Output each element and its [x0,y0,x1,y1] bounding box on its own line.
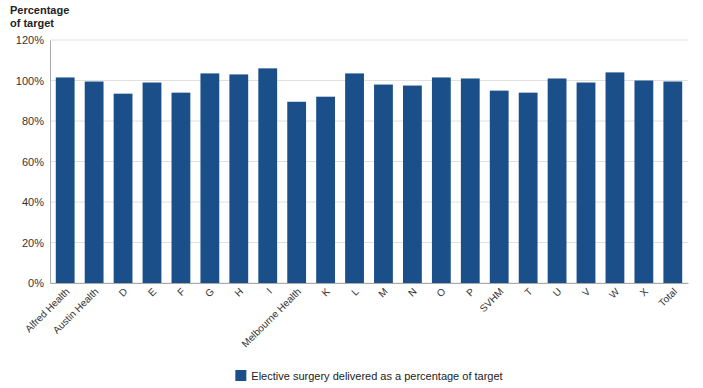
x-tick-label: M [376,286,390,300]
x-tick-label: Total [656,286,679,309]
bar [316,97,335,283]
x-tick: I [264,283,274,296]
y-tick-label: 120% [16,34,44,46]
x-tick: Melbourne Health [239,283,303,349]
x-tick-label: L [349,286,361,298]
bar [56,77,75,283]
x-tick: SVHM [477,283,505,314]
y-tick: 80% [22,115,50,127]
x-tick-label: D [117,286,130,299]
bar [663,82,682,283]
x-tick-label: U [551,286,564,299]
bar [432,77,451,283]
bar [577,83,596,283]
y-tick-label: 40% [22,196,44,208]
bar [287,102,306,283]
bar [345,73,364,283]
y-axis-title: Percentageof target [10,4,69,29]
y-tick: 0% [28,277,50,289]
chart: 0%20%40%60%80%100%120%Alfred HealthAusti… [0,0,703,388]
x-axis-line [51,283,689,284]
x-tick-label: O [434,286,447,299]
bar [403,86,422,283]
x-tick-label: SVHM [477,286,505,314]
x-axis: Alfred HealthAustin HealthDEFGHIMelbourn… [23,283,689,349]
x-tick: O [434,283,447,299]
bar [229,74,248,283]
bar [200,73,219,283]
bar [634,81,653,284]
legend-label: Elective surgery delivered as a percenta… [251,370,502,382]
x-tick: K [319,283,332,298]
x-tick-label: W [607,285,622,300]
grid [50,40,688,283]
bar [374,85,393,283]
x-tick: M [376,283,390,300]
x-tick-label: E [146,286,159,299]
bars [56,68,682,283]
bar [143,83,162,283]
y-tick: 100% [16,75,50,87]
legend-swatch [235,370,246,381]
y-tick-label: 60% [22,156,44,168]
bar [114,94,133,283]
y-axis-line [50,41,51,284]
legend: Elective surgery delivered as a percenta… [235,370,502,382]
y-axis: 0% 20% 40% 60% 80% 100% 120% [16,34,51,289]
x-tick-label: H [232,286,245,299]
x-tick: F [175,283,187,298]
x-tick: P [464,283,477,298]
x-tick-label: V [580,286,593,299]
x-tick: Austin Health [51,283,101,336]
bar [172,93,191,283]
plot-area: 0%20%40%60%80%100%120%Alfred HealthAusti… [16,34,689,349]
x-tick: N [406,283,419,299]
bar [461,78,480,283]
x-tick: T [522,283,534,298]
x-tick: V [580,283,593,298]
x-tick: Total [656,283,679,309]
x-tick: U [551,283,564,299]
x-tick-label: G [203,286,216,299]
y-tick: 120% [16,34,50,46]
y-tick-label: 0% [28,277,44,289]
y-tick-label: 20% [22,237,44,249]
bar [519,93,538,283]
x-tick-label: F [175,286,187,298]
x-tick: L [349,283,361,298]
legend-item: Elective surgery delivered as a percenta… [235,370,502,382]
x-tick-label: K [319,286,332,299]
x-tick-label: Austin Health [51,286,101,336]
x-tick-label: I [264,286,274,296]
bar [258,68,277,283]
grid-line [50,80,688,81]
x-tick-label: P [464,286,477,299]
x-tick: D [117,283,130,299]
grid-line [50,40,688,41]
x-tick: E [146,283,159,298]
bar [606,72,625,283]
bar [490,91,509,283]
bar [85,82,104,283]
x-tick-label: X [638,286,651,299]
y-tick-label: 100% [16,75,44,87]
x-tick-label: Melbourne Health [239,286,303,350]
x-tick: G [203,283,216,299]
x-tick-label: N [406,286,419,299]
y-tick: 40% [22,196,50,208]
x-tick-label: T [522,286,534,298]
y-tick: 20% [22,237,50,249]
y-tick-label: 80% [22,115,44,127]
bar [548,78,567,283]
x-tick: W [607,283,622,300]
y-tick: 60% [22,156,50,168]
x-tick: X [638,283,651,298]
x-tick: H [232,283,245,299]
